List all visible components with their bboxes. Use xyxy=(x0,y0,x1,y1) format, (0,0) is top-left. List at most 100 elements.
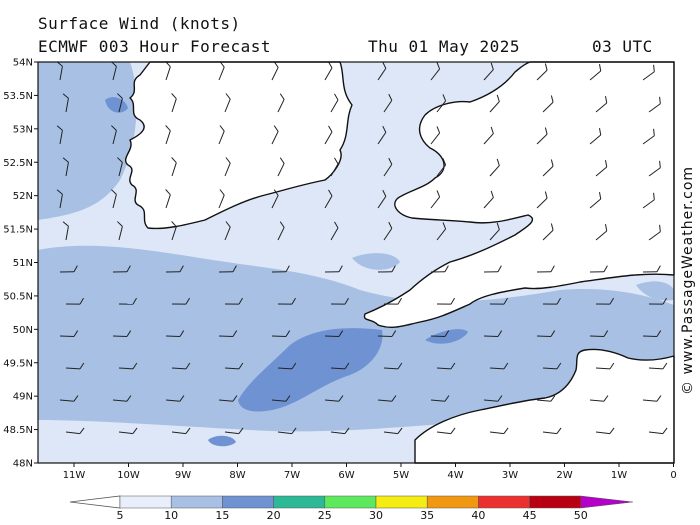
lon-tick-label: 8W xyxy=(229,470,245,481)
wind-barb xyxy=(171,362,191,370)
legend-swatch xyxy=(119,495,172,509)
wind-barb xyxy=(277,297,296,305)
wind-barb xyxy=(218,395,238,402)
wind-barb xyxy=(383,221,393,241)
wind-barb xyxy=(430,126,441,145)
wind-barb xyxy=(430,190,441,209)
legend-swatch xyxy=(478,495,530,509)
wind-barb xyxy=(642,330,662,337)
wind-barbs xyxy=(56,61,668,435)
lat-tick-label: 52N xyxy=(13,191,33,202)
wind-barb xyxy=(589,128,602,145)
lon-tick-label: 4W xyxy=(447,470,463,481)
wind-barb xyxy=(117,221,123,241)
wind-barb xyxy=(271,330,291,337)
wind-barb xyxy=(271,189,279,209)
legend-label: 45 xyxy=(523,509,537,522)
wind-barb xyxy=(383,157,393,177)
wind-barb xyxy=(62,221,69,241)
wind-barb xyxy=(165,125,171,145)
legend-swatch xyxy=(529,495,582,509)
lat-tick-label: 48.5N xyxy=(3,425,33,436)
wind-barb xyxy=(59,265,78,273)
wind-barb xyxy=(436,427,456,435)
wind-barb xyxy=(536,265,555,273)
wind-barb xyxy=(65,427,85,435)
wind-barb xyxy=(56,189,63,209)
forecast-time: 03 UTC xyxy=(592,37,653,56)
legend-label: 35 xyxy=(420,509,434,522)
wind-barb xyxy=(330,157,339,177)
wind-barb xyxy=(330,93,339,113)
wind-barb xyxy=(436,222,447,241)
lat-tick-label: 53N xyxy=(13,124,33,135)
legend-label: 40 xyxy=(471,509,485,522)
land xyxy=(124,61,675,464)
forecast-model: ECMWF 003 Hour Forecast xyxy=(38,37,272,56)
wind-barb xyxy=(436,297,455,305)
wind-barb xyxy=(224,362,244,370)
wind-barb xyxy=(483,330,503,337)
wind-barb xyxy=(589,265,608,273)
site-credit: © www.PassageWeather.com xyxy=(680,165,696,395)
legend-label: 25 xyxy=(318,509,332,522)
legend-label: 15 xyxy=(215,509,229,522)
wind-barb xyxy=(542,427,562,435)
wind-barb xyxy=(277,221,285,241)
wind-barb xyxy=(224,157,231,177)
lat-tick-label: 54N xyxy=(13,58,33,69)
wind-barb xyxy=(536,63,548,81)
wind-barb xyxy=(377,395,397,402)
wind-barb xyxy=(642,395,662,402)
wind-barb xyxy=(589,192,602,209)
wind-barb xyxy=(648,427,668,435)
legend-swatch xyxy=(170,495,223,509)
wind-barb xyxy=(171,427,191,435)
wind-barb xyxy=(62,157,69,177)
wind-barb xyxy=(542,95,554,113)
lon-tick-label: 10W xyxy=(117,470,140,481)
lat-tick-label: 49N xyxy=(13,392,33,403)
wind-barb xyxy=(436,362,456,370)
wind-barb xyxy=(483,62,494,81)
wind-barb xyxy=(595,362,615,370)
legend-label: 30 xyxy=(369,509,383,522)
wind-barb xyxy=(483,265,502,273)
wind-barb xyxy=(595,96,608,113)
lon-tick-label: 6W xyxy=(338,470,354,481)
legend-swatch xyxy=(375,495,428,509)
wind-barb xyxy=(536,191,548,209)
wind-barb xyxy=(224,93,231,113)
wind-speed-legend: 5 10 15 20 25 30 35 40 45 50 xyxy=(69,495,633,522)
wind-barb xyxy=(218,189,225,209)
wind-barb xyxy=(65,297,84,305)
wind-barb xyxy=(277,93,285,113)
wind-barb xyxy=(383,362,403,370)
wind-barb xyxy=(383,93,393,113)
lon-tick-label: 5W xyxy=(393,470,409,481)
wind-barb xyxy=(330,427,350,435)
wind-barb xyxy=(171,297,190,305)
wind-barb xyxy=(377,330,397,337)
wind-barb xyxy=(483,190,494,209)
wind-barb xyxy=(648,362,668,370)
wind-barb xyxy=(383,427,403,435)
wind-barb xyxy=(112,395,132,402)
wind-barb xyxy=(536,127,548,145)
latitude-axis: 54N 53.5N 53N 52.5N 52N 51.5N 51N 50.5N 50N 49.5N… xyxy=(3,58,38,470)
wind-barb xyxy=(589,395,609,402)
lat-tick-label: 52.5N xyxy=(3,158,33,169)
wind-barb xyxy=(489,427,509,435)
wind-barb xyxy=(595,297,614,305)
wind-barb xyxy=(118,297,137,305)
wind-barb xyxy=(430,62,441,81)
wind-barb xyxy=(117,93,123,113)
legend-swatch xyxy=(426,495,479,509)
wind-barb xyxy=(165,395,185,402)
longitude-axis: 11W 10W 9W 8W 7W 6W 5W 4W 3W 2W 1W 0 xyxy=(63,463,677,481)
wind-barb xyxy=(430,395,450,402)
wind-barb xyxy=(224,221,231,241)
wind-barb xyxy=(489,94,500,113)
lon-tick-label: 3W xyxy=(502,470,518,481)
wind-shading xyxy=(38,62,674,447)
